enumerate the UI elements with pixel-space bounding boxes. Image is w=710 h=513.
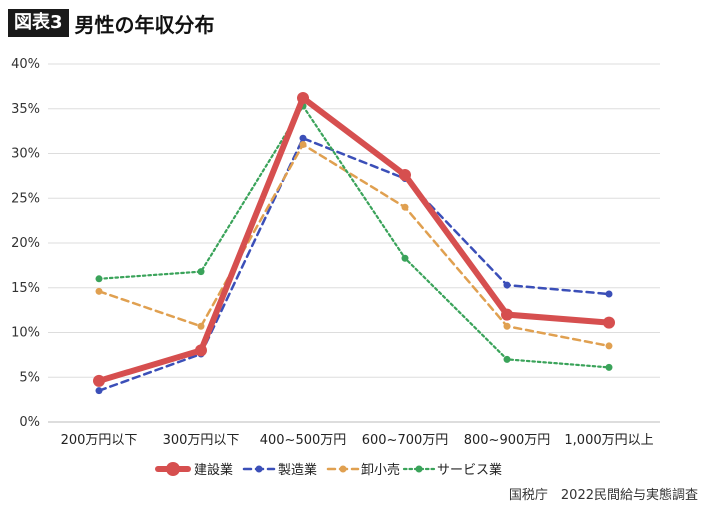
data-point xyxy=(605,342,613,350)
legend-label: 製造業 xyxy=(278,462,317,478)
y-tick-label: 20% xyxy=(11,236,40,251)
legend-item: 建設業 xyxy=(155,462,233,478)
data-point xyxy=(299,134,307,142)
legend-label: 卸小売 xyxy=(361,462,400,478)
legend-swatch-marker xyxy=(415,465,423,473)
series-2 xyxy=(95,134,613,395)
y-tick-label: 40% xyxy=(11,57,40,72)
data-point xyxy=(95,387,103,395)
series-line xyxy=(96,95,612,384)
title-row: 図表3 男性の年収分布 xyxy=(8,8,215,38)
x-tick-label: 600~700万円 xyxy=(362,433,449,448)
data-point xyxy=(503,281,511,289)
x-tick-label: 800~900万円 xyxy=(464,433,551,448)
legend-swatch-marker xyxy=(339,465,347,473)
y-tick-label: 35% xyxy=(11,102,40,117)
y-tick-label: 10% xyxy=(11,326,40,341)
x-tick-label: 300万円以下 xyxy=(163,433,240,448)
chart-title: 男性の年収分布 xyxy=(74,12,215,37)
data-point xyxy=(93,374,105,387)
y-axis-ticks: 0% 5% 10% 15% 20% 25% 30% 35% 40% xyxy=(11,57,40,430)
legend-item: サービス業 xyxy=(402,462,502,478)
y-tick-label: 30% xyxy=(11,147,40,162)
data-point xyxy=(401,254,409,262)
data-point xyxy=(399,168,411,181)
x-tick-label: 400~500万円 xyxy=(260,433,347,448)
series-lines xyxy=(93,92,615,395)
grid-lines xyxy=(48,63,660,423)
data-point xyxy=(95,275,103,283)
data-point xyxy=(503,355,511,363)
data-point xyxy=(401,203,409,211)
series-line xyxy=(97,137,611,392)
x-tick-label: 200万円以下 xyxy=(61,433,138,448)
legend-label: 建設業 xyxy=(194,462,233,478)
series-3 xyxy=(95,141,613,350)
data-point xyxy=(197,268,205,276)
legend-swatch-marker xyxy=(255,465,263,473)
series-1 xyxy=(93,92,615,387)
series-4 xyxy=(95,102,613,371)
series-line xyxy=(97,104,611,369)
data-point xyxy=(501,308,513,321)
legend-item: 製造業 xyxy=(242,462,317,478)
data-point xyxy=(197,322,205,330)
data-point xyxy=(95,287,103,295)
series-line xyxy=(97,143,611,348)
data-point xyxy=(297,92,309,105)
y-tick-label: 5% xyxy=(19,370,40,385)
legend-item: 卸小売 xyxy=(326,462,400,478)
source-note: 国税庁 2022民間給与実態調査 xyxy=(508,488,698,503)
x-tick-label: 1,000万円以上 xyxy=(564,433,653,448)
legend-swatch-marker xyxy=(166,462,180,476)
data-point xyxy=(605,363,613,371)
data-point xyxy=(299,141,307,149)
data-point xyxy=(605,290,613,298)
data-point xyxy=(503,322,511,330)
y-tick-label: 15% xyxy=(11,281,40,296)
data-point xyxy=(603,316,615,329)
y-tick-label: 25% xyxy=(11,191,40,206)
data-point xyxy=(195,344,207,357)
x-axis-ticks: 200万円以下 300万円以下 400~500万円 600~700万円 800~900万… xyxy=(61,433,654,448)
legend: 建設業 製造業 卸小売 サービス業 xyxy=(155,462,502,478)
legend-label: サービス業 xyxy=(437,462,502,478)
figure-badge: 図表3 xyxy=(8,9,69,37)
y-tick-label: 0% xyxy=(19,415,40,430)
